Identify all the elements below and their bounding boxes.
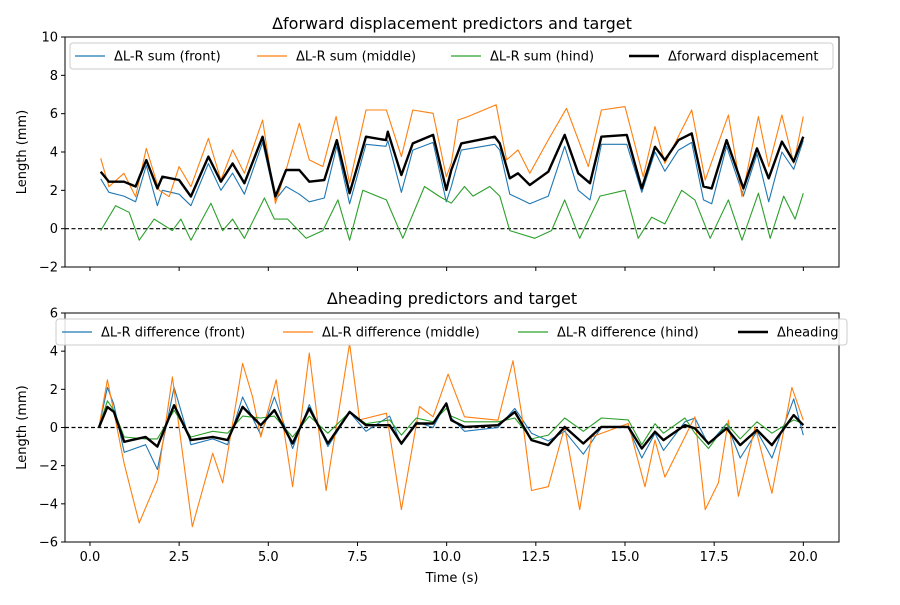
legend: ΔL-R sum (front) ΔL-R sum (middle) ΔL-R su… — [69, 42, 834, 70]
y-tick-label: 4 — [50, 345, 58, 360]
series-line-2 — [100, 185, 804, 241]
y-tick-label: 0 — [50, 222, 58, 237]
y-tick-label: 4 — [50, 146, 58, 161]
y-tick-label: −2 — [39, 261, 58, 276]
x-tick-label: 2.5 — [169, 550, 190, 565]
y-tick-label: 0 — [50, 421, 58, 436]
y-tick-label: 2 — [50, 184, 58, 199]
x-tick-label: 17.5 — [700, 550, 729, 565]
x-tick-label: 20.0 — [789, 550, 818, 565]
y-axis-label: Length (mm) — [15, 110, 30, 194]
chart-0: Δforward displacement predictors and tar… — [15, 14, 840, 276]
series-line-3 — [97, 402, 805, 450]
x-tick-label: 15.0 — [611, 550, 640, 565]
legend-label: Δheading — [777, 326, 838, 341]
x-tick-label: 7.5 — [347, 550, 368, 565]
axes-frame — [64, 36, 840, 268]
series-group — [97, 342, 805, 528]
y-tick-label: 2 — [50, 383, 58, 398]
legend-label: ΔL-R sum (front) — [114, 50, 221, 65]
y-tick-label: 8 — [50, 69, 58, 84]
y-tick-label: −2 — [39, 459, 58, 474]
legend-label: ΔL-R difference (middle) — [322, 326, 480, 341]
series-line-1 — [98, 342, 804, 528]
series-line-3 — [99, 130, 805, 198]
x-axis-label: Time (s) — [425, 571, 479, 586]
legend-label: ΔL-R difference (front) — [101, 326, 245, 341]
y-axis-label: Length (mm) — [15, 385, 30, 469]
chart-1: Δheading predictors and target Length (mm… — [15, 289, 848, 586]
series-line-0 — [98, 386, 804, 471]
legend: ΔL-R difference (front) ΔL-R difference (… — [55, 318, 848, 346]
legend-label: ΔL-R sum (middle) — [296, 50, 416, 65]
x-tick-label: 12.5 — [521, 550, 550, 565]
legend-label: ΔL-R difference (hind) — [557, 326, 699, 341]
y-tick-label: 6 — [50, 107, 58, 122]
x-tick-label: 0.0 — [80, 550, 101, 565]
legend-label: ΔL-R sum (hind) — [490, 50, 594, 65]
x-tick-label: 10.0 — [432, 550, 461, 565]
y-tick-label: −4 — [39, 497, 58, 512]
series-group — [99, 104, 805, 241]
chart-title: Δheading predictors and target — [327, 289, 577, 308]
series-line-1 — [100, 104, 804, 204]
legend-label: Δforward displacement — [668, 50, 818, 65]
chart-title: Δforward displacement predictors and tar… — [272, 14, 632, 33]
y-tick-label: −6 — [39, 536, 58, 551]
legend-box — [55, 318, 848, 346]
series-line-0 — [100, 139, 804, 207]
y-tick-label: 6 — [50, 307, 58, 322]
y-tick-label: 10 — [41, 31, 58, 46]
axes-frame — [64, 312, 840, 543]
x-tick-label: 5.0 — [258, 550, 279, 565]
